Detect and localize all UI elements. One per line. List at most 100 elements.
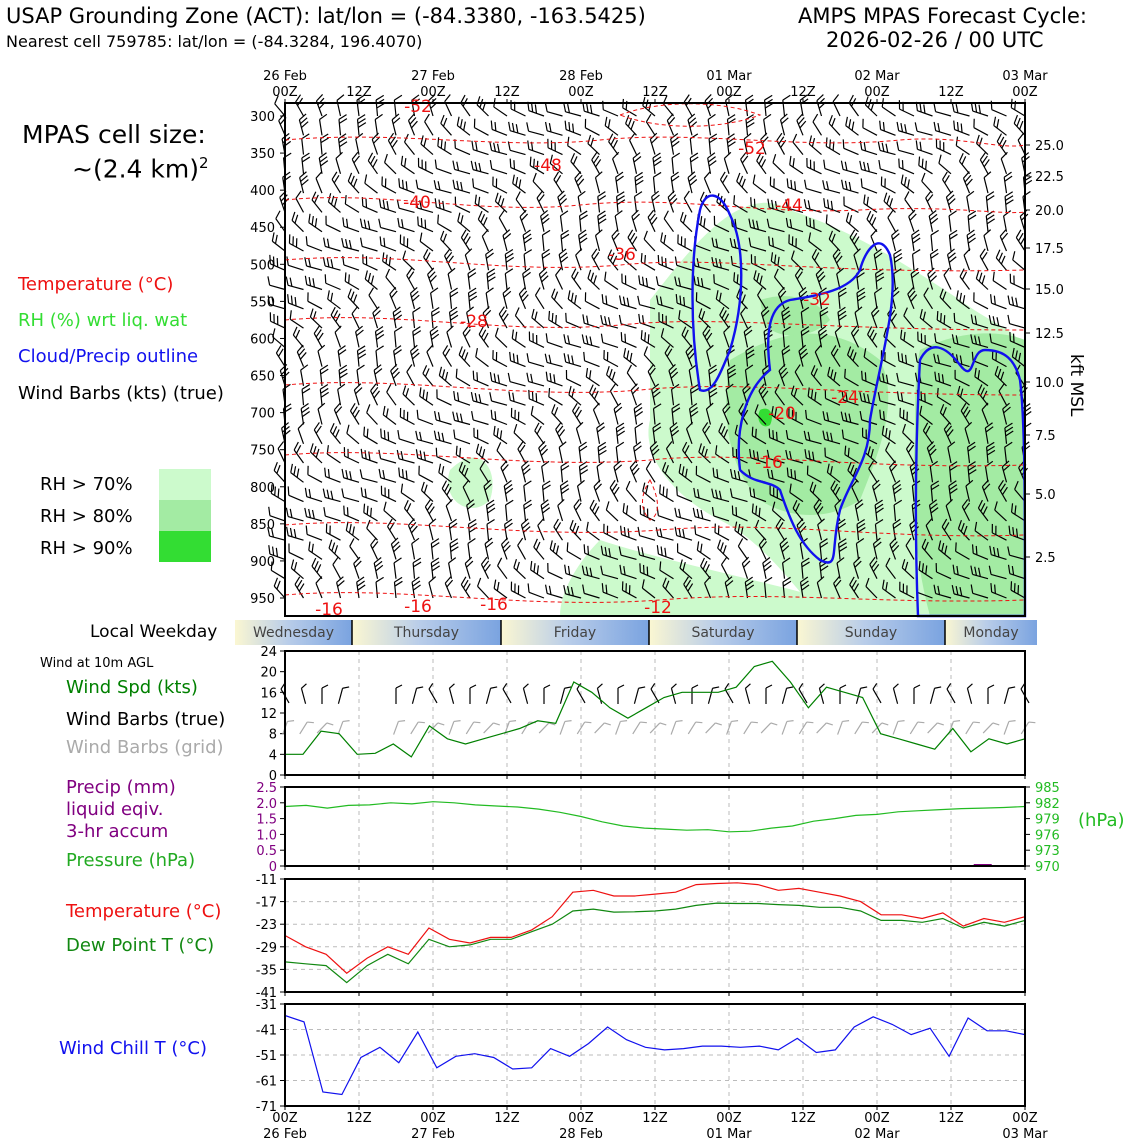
wind-barb-feather [301, 152, 310, 159]
wind-barb-feather [497, 374, 500, 384]
wind-barb-feather [597, 210, 606, 217]
wind-barb-staff [578, 447, 582, 464]
wind-barb-feather [419, 232, 423, 242]
wind-barb-feather [308, 258, 312, 268]
wind-barb-feather [814, 391, 817, 401]
pressure-tick-label: 600 [250, 332, 275, 347]
wind-barb-staff [349, 410, 360, 425]
wind-barb-feather [412, 352, 420, 360]
wind-barb-feather [533, 158, 535, 168]
wind-barb-feather [701, 446, 705, 455]
wind-barb [417, 216, 434, 233]
wind-barb-feather [457, 212, 461, 222]
wind-barb-staff [511, 337, 526, 348]
wind-barb [489, 141, 508, 156]
wind-barb-staff [953, 111, 970, 117]
wind-barb-feather [343, 447, 346, 457]
wind-barb [806, 465, 822, 483]
wind-barb-staff [677, 494, 693, 503]
wind-barb-feather [651, 383, 660, 391]
wind-barb-feather [693, 487, 696, 497]
wind-barb-feather [325, 523, 328, 533]
wind-barb [548, 310, 563, 329]
wind-barb [378, 468, 397, 483]
wind-barb-feather [400, 155, 404, 165]
wind-barb-feather [795, 503, 800, 512]
wind-barb-feather [640, 252, 643, 263]
wind-barb-feather [337, 383, 346, 390]
wind-barb [823, 198, 841, 213]
wind-barb [948, 210, 957, 232]
wind-barb [819, 538, 829, 560]
wind-barb [908, 209, 917, 232]
wind-barb-feather [781, 306, 790, 313]
wind-barb-staff [332, 564, 342, 579]
wind-barb-feather [577, 479, 585, 487]
wind-barb-staff [788, 242, 804, 252]
wind-barb [834, 325, 843, 348]
wind-barb-feather [605, 295, 608, 305]
wind-barb-staff [419, 240, 434, 252]
wind-barb-staff [813, 506, 823, 522]
wind-barb [324, 274, 341, 291]
wind-barb-staff [462, 332, 471, 348]
wind-barb-staff [334, 332, 342, 348]
wind-barb [966, 190, 975, 213]
wind-barb-feather [449, 310, 458, 317]
wind-barb [549, 540, 563, 560]
wind-barb-feather [607, 317, 611, 327]
wind-barb-staff [713, 265, 730, 271]
wind-barb-staff [594, 235, 601, 252]
wind-barb-feather [357, 122, 367, 128]
wind-barb-feather [423, 484, 428, 494]
wind-barb-staff [306, 533, 323, 541]
wind-barb-staff [652, 427, 656, 444]
wind-barb [973, 118, 989, 136]
wind-barb [789, 155, 804, 175]
wind-barb-staff [726, 350, 730, 367]
wind-barb-feather [276, 315, 279, 325]
wind-barb-staff [830, 488, 841, 502]
wind-barb-feather [537, 518, 545, 526]
wind-barb-staff [769, 477, 785, 483]
wind-barb-staff [760, 139, 767, 155]
wind-barb-feather [304, 257, 308, 267]
wind-barb [881, 98, 896, 117]
wind-barb-feather [400, 483, 404, 493]
wind-barb-feather [754, 519, 760, 529]
wind-barb-feather [700, 509, 704, 519]
wind-barb-staff [455, 147, 471, 156]
wind-barb-feather [817, 506, 824, 515]
wind-barb [527, 583, 545, 599]
wind-barb [551, 288, 563, 310]
wind-barb-staff [743, 331, 749, 348]
wind-barb-staff [325, 282, 341, 291]
wind-barb [674, 256, 693, 271]
wind-barb-staff [792, 507, 804, 522]
wind-barb-feather [685, 579, 692, 589]
wind-barb-feather [841, 179, 844, 189]
wind-barb-feather [751, 503, 754, 513]
wind-barb-feather [373, 557, 382, 564]
wind-barb [508, 391, 526, 406]
wind-barb [334, 325, 342, 348]
wind-barb [513, 423, 526, 445]
wind-barb-staff [740, 313, 749, 329]
wind-barb [440, 230, 452, 252]
wind-barb-staff [370, 390, 379, 406]
wind-barb-staff [698, 316, 711, 329]
wind-barb-feather [357, 345, 366, 352]
wind-barb-feather [456, 392, 460, 402]
wind-barb-feather [704, 94, 712, 102]
wind-barb-feather [594, 483, 602, 491]
wind-barb-feather [420, 135, 424, 145]
wind-barb-feather [461, 349, 466, 358]
wind-barb [983, 171, 992, 194]
wind-barb-feather [571, 388, 575, 398]
wind-barb [460, 94, 471, 117]
wind-barb-staff [295, 101, 305, 117]
wind-barb [1003, 171, 1013, 194]
wind-barb-feather [790, 468, 793, 478]
wind-barb-feather [571, 268, 577, 277]
wind-barb-feather [308, 508, 312, 518]
